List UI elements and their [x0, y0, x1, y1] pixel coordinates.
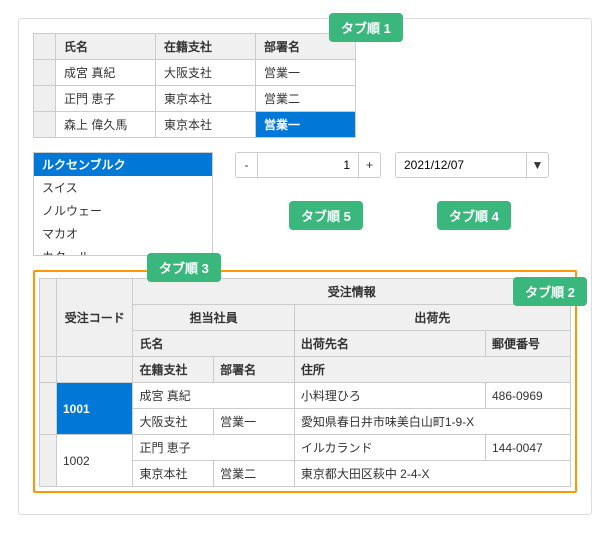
country-listbox[interactable]: ルクセンブルクスイスノルウェーマカオカタール: [33, 152, 213, 256]
cell-dept[interactable]: 営業一: [256, 112, 356, 138]
header-order-code[interactable]: 受注コード: [56, 279, 132, 357]
cell-postal[interactable]: 486-0969: [485, 383, 570, 409]
cell-branch[interactable]: 大阪支社: [156, 60, 256, 86]
header-ship[interactable]: 出荷先: [294, 305, 570, 331]
spinner-increment[interactable]: +: [358, 153, 380, 177]
header-empty: [56, 357, 132, 383]
employee-grid[interactable]: 氏名 在籍支社 部署名 成宮 真紀大阪支社営業一正門 恵子東京本社営業二森上 偉…: [33, 33, 356, 138]
grid-corner: [40, 357, 57, 383]
list-item[interactable]: カタール: [34, 245, 212, 256]
cell-name[interactable]: 正門 恵子: [56, 86, 156, 112]
spinner-input[interactable]: [258, 153, 358, 177]
row-selector[interactable]: [34, 86, 56, 112]
table-row[interactable]: 森上 偉久馬東京本社営業一: [34, 112, 356, 138]
header-address[interactable]: 住所: [294, 357, 570, 383]
row-selector[interactable]: [40, 383, 57, 435]
number-spinner[interactable]: - +: [235, 152, 381, 178]
app-panel: 氏名 在籍支社 部署名 成宮 真紀大阪支社営業一正門 恵子東京本社営業二森上 偉…: [18, 18, 592, 515]
cell-order-code[interactable]: 1002: [56, 435, 132, 487]
row-selector[interactable]: [40, 435, 57, 487]
table-row[interactable]: 1002正門 恵子イルカランド144-0047: [40, 435, 571, 461]
col-header-branch[interactable]: 在籍支社: [156, 34, 256, 60]
date-picker[interactable]: ▼: [395, 152, 549, 178]
date-dropdown-icon[interactable]: ▼: [526, 153, 548, 177]
cell-staff-name[interactable]: 正門 恵子: [133, 435, 294, 461]
order-grid[interactable]: 受注コード 受注情報 担当社員 出荷先 氏名 出荷先名 郵便番号 在籍支社 部署…: [39, 278, 571, 487]
header-order-info[interactable]: 受注情報: [133, 279, 571, 305]
row-selector[interactable]: [34, 112, 56, 138]
header-staff[interactable]: 担当社員: [133, 305, 294, 331]
cell-branch[interactable]: 大阪支社: [133, 409, 214, 435]
list-item[interactable]: ルクセンブルク: [34, 153, 212, 176]
cell-dept[interactable]: 営業二: [256, 86, 356, 112]
header-dept[interactable]: 部署名: [214, 357, 295, 383]
header-name[interactable]: 氏名: [133, 331, 294, 357]
cell-name[interactable]: 成宮 真紀: [56, 60, 156, 86]
order-grid-wrap: 受注コード 受注情報 担当社員 出荷先 氏名 出荷先名 郵便番号 在籍支社 部署…: [33, 270, 577, 493]
table-row[interactable]: 成宮 真紀大阪支社営業一: [34, 60, 356, 86]
cell-dept[interactable]: 営業二: [214, 461, 295, 487]
row-selector[interactable]: [34, 60, 56, 86]
col-header-name[interactable]: 氏名: [56, 34, 156, 60]
cell-address[interactable]: 愛知県春日井市味美白山町1-9-X: [294, 409, 570, 435]
col-header-dept[interactable]: 部署名: [256, 34, 356, 60]
middle-controls: ルクセンブルクスイスノルウェーマカオカタール - + ▼: [33, 152, 577, 256]
cell-branch[interactable]: 東京本社: [156, 112, 256, 138]
table-row[interactable]: 正門 恵子東京本社営業二: [34, 86, 356, 112]
cell-order-code[interactable]: 1001: [56, 383, 132, 435]
date-input[interactable]: [396, 153, 526, 177]
cell-name[interactable]: 森上 偉久馬: [56, 112, 156, 138]
grid-corner: [40, 279, 57, 357]
cell-ship-name[interactable]: 小料理ひろ: [294, 383, 485, 409]
list-item[interactable]: ノルウェー: [34, 199, 212, 222]
cell-ship-name[interactable]: イルカランド: [294, 435, 485, 461]
cell-dept[interactable]: 営業一: [214, 409, 295, 435]
header-branch[interactable]: 在籍支社: [133, 357, 214, 383]
cell-branch[interactable]: 東京本社: [133, 461, 214, 487]
grid-corner: [34, 34, 56, 60]
cell-address[interactable]: 東京都大田区萩中 2-4-X: [294, 461, 570, 487]
cell-branch[interactable]: 東京本社: [156, 86, 256, 112]
header-shipname[interactable]: 出荷先名: [294, 331, 485, 357]
list-item[interactable]: マカオ: [34, 222, 212, 245]
spinner-decrement[interactable]: -: [236, 153, 258, 177]
list-item[interactable]: スイス: [34, 176, 212, 199]
header-postal[interactable]: 郵便番号: [485, 331, 570, 357]
cell-postal[interactable]: 144-0047: [485, 435, 570, 461]
table-row[interactable]: 1001成宮 真紀小料理ひろ486-0969: [40, 383, 571, 409]
cell-staff-name[interactable]: 成宮 真紀: [133, 383, 294, 409]
cell-dept[interactable]: 営業一: [256, 60, 356, 86]
